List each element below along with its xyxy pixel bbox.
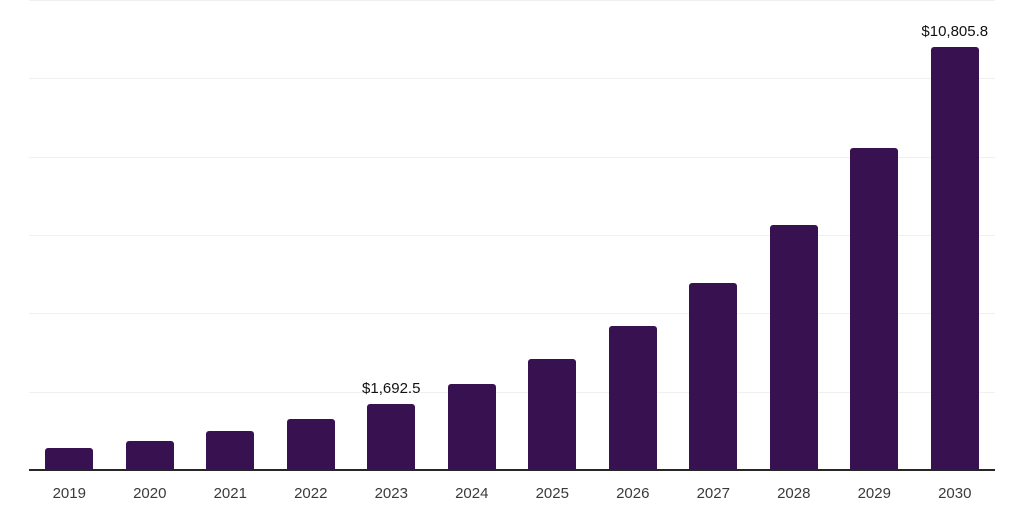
x-tick-2020: 2020 [133, 485, 167, 502]
gridline-10000 [29, 78, 995, 80]
bar-2020 [125, 440, 174, 470]
gridline-12000 [29, 0, 995, 1]
x-tick-2028: 2028 [777, 485, 811, 502]
bar-2019 [45, 447, 94, 470]
x-tick-2029: 2029 [857, 485, 891, 502]
plot-area: $1,692.5 $10,805.8 [29, 0, 995, 471]
x-tick-2025: 2025 [535, 485, 569, 502]
bar-2029 [850, 147, 899, 470]
x-tick-2026: 2026 [616, 485, 650, 502]
bar-2023 [367, 403, 416, 470]
x-tick-2021: 2021 [213, 485, 247, 502]
bar-2030 [930, 46, 979, 470]
bar-2028 [769, 224, 818, 470]
x-tick-2022: 2022 [294, 485, 328, 502]
x-tick-2030: 2030 [938, 485, 972, 502]
gridline-6000 [29, 235, 995, 236]
x-tick-2019: 2019 [52, 485, 86, 502]
bar-2021 [206, 431, 255, 470]
gridline-8000 [29, 156, 995, 158]
bar-2026 [608, 326, 657, 470]
bar-2027 [689, 283, 738, 470]
gridline-2000 [29, 391, 995, 393]
bar-2024 [447, 384, 496, 470]
bar-2025 [528, 359, 577, 470]
x-axis-labels: 2019 2020 2021 2022 2023 2024 2025 2026 2027 2028… [29, 484, 995, 504]
data-label-2023: $1,692.5 [362, 379, 421, 397]
x-tick-2024: 2024 [455, 485, 489, 502]
data-label-2030: $10,805.8 [921, 22, 989, 40]
x-tick-2023: 2023 [374, 485, 408, 502]
x-axis-line [29, 469, 995, 471]
gridline-4000 [29, 313, 995, 315]
bar-2022 [286, 418, 335, 470]
x-tick-2027: 2027 [696, 485, 730, 502]
